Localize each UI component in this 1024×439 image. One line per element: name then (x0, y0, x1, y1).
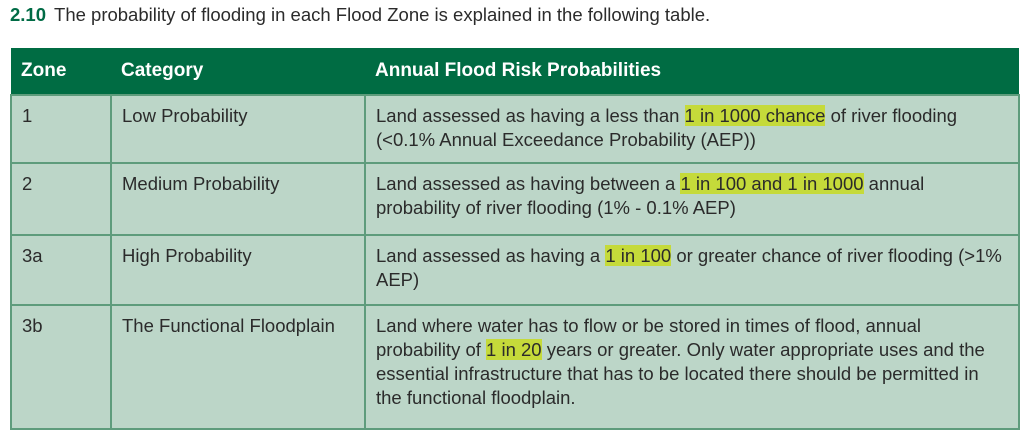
table-row: 3a High Probability Land assessed as hav… (10, 234, 1020, 306)
category-cell: Medium Probability (110, 162, 366, 236)
desc-text: annual probability of river flooding (1%… (376, 173, 925, 218)
highlighted-text: 1 in 100 and 1 in 1000 (680, 173, 864, 194)
highlighted-text: 1 in 1000 chance (684, 105, 826, 126)
intro-text: The probability of flooding in each Floo… (54, 4, 711, 25)
desc-text: years or greater. Only water appropriate… (376, 339, 985, 408)
header-zone: Zone (11, 48, 111, 95)
section-number: 2.10 (10, 4, 47, 25)
category-cell: The Functional Floodplain (110, 304, 366, 430)
zone-cell: 3a (10, 234, 112, 306)
table-row: 3b The Functional Floodplain Land where … (10, 304, 1020, 430)
zone-cell: 1 (10, 94, 112, 164)
category-cell: Low Probability (110, 94, 366, 164)
desc-text: Land where water has to flow or be store… (376, 315, 922, 360)
zone-cell: 3b (10, 304, 112, 430)
highlighted-text: 1 in 100 (605, 245, 672, 266)
flood-zone-table: Zone Category Annual Flood Risk Probabil… (10, 48, 1020, 430)
description-cell: Land assessed as having a 1 in 100 or gr… (364, 234, 1020, 306)
description-cell: Land assessed as having a less than 1 in… (364, 94, 1020, 164)
intro-paragraph: 2.10 The probability of flooding in each … (10, 4, 710, 26)
table-header-row: Zone Category Annual Flood Risk Probabil… (11, 48, 1019, 95)
header-category: Category (111, 48, 365, 95)
table-row: 2 Medium Probability Land assessed as ha… (10, 162, 1020, 236)
header-probabilities: Annual Flood Risk Probabilities (365, 48, 1019, 95)
desc-text: Land assessed as having a less than (376, 105, 685, 126)
desc-text: Land assessed as having between a (376, 173, 681, 194)
zone-cell: 2 (10, 162, 112, 236)
description-cell: Land assessed as having between a 1 in 1… (364, 162, 1020, 236)
desc-text: or greater chance of river flooding (>1%… (376, 245, 1002, 290)
desc-text: of river flooding (<0.1% Annual Exceedan… (376, 105, 958, 150)
category-cell: High Probability (110, 234, 366, 306)
desc-text: Land assessed as having a (376, 245, 606, 266)
description-cell: Land where water has to flow or be store… (364, 304, 1020, 430)
table-row: 1 Low Probability Land assessed as havin… (10, 94, 1020, 164)
highlighted-text: 1 in 20 (486, 339, 542, 360)
